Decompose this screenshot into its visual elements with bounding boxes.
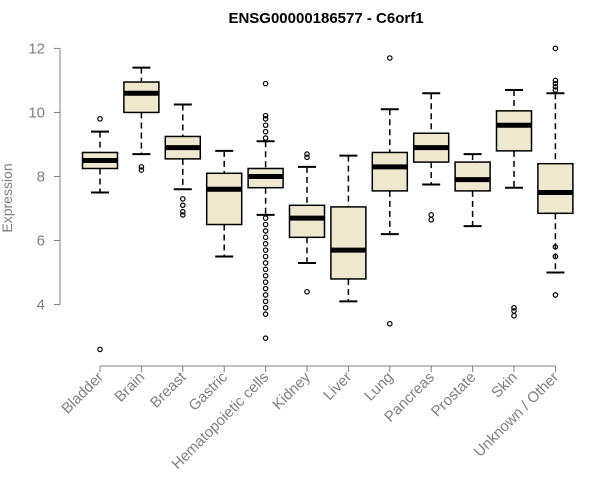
boxes <box>81 45 574 353</box>
outlier-point <box>511 304 517 311</box>
box-brain <box>123 66 160 173</box>
outlier-point <box>552 292 559 298</box>
iqr-box <box>330 206 367 280</box>
outlier-point <box>552 244 559 250</box>
outlier-point <box>304 288 310 295</box>
outlier-point <box>97 116 103 122</box>
outlier-point <box>304 151 310 157</box>
chart-title: ENSG00000186577 - C6orf1 <box>228 10 423 27</box>
iqr-box <box>205 172 243 226</box>
outlier-point <box>262 234 269 241</box>
outlier-point <box>262 135 269 141</box>
x-tick-label: Prostate <box>428 369 480 421</box>
outlier-point <box>262 228 269 234</box>
x-tick-label: Breast <box>147 368 190 411</box>
x-tick-label: Kidney <box>269 368 314 413</box>
outlier-point <box>552 253 559 260</box>
outlier-point <box>262 80 269 87</box>
y-tick-label: 8 <box>37 168 45 185</box>
iqr-box <box>288 204 326 239</box>
x-tick-label: Liver <box>320 369 355 404</box>
outlier-point <box>262 298 269 305</box>
y-axis-label: Expression <box>0 163 15 232</box>
outlier-point <box>262 215 269 221</box>
box-gastric <box>205 149 243 258</box>
outlier-point <box>138 164 145 170</box>
outlier-point <box>262 221 269 228</box>
outlier-point <box>552 45 559 52</box>
y-tick-label: 12 <box>28 40 45 57</box>
outlier-point <box>262 279 269 285</box>
x-tick-label: Bladder <box>58 369 107 418</box>
outlier-point <box>262 247 269 253</box>
outlier-point <box>138 167 145 173</box>
x-tick-label: Lung <box>361 369 397 405</box>
x-tick-label: Skin <box>488 369 521 402</box>
iqr-box <box>123 81 160 114</box>
outlier-point <box>262 335 269 341</box>
outlier-point <box>180 208 186 215</box>
iqr-box <box>495 110 533 152</box>
box-pancreas <box>412 92 450 223</box>
outlier-point <box>262 266 269 273</box>
box-unknown-other <box>537 45 574 298</box>
box-bladder <box>81 116 119 353</box>
outlier-point <box>552 80 559 87</box>
outlier-point <box>304 154 310 161</box>
box-skin <box>495 89 533 319</box>
outlier-point <box>386 55 393 61</box>
outlier-point <box>386 320 393 327</box>
outlier-point <box>262 240 269 247</box>
outlier-point <box>262 112 269 119</box>
outlier-point <box>97 346 103 353</box>
outlier-point <box>262 253 269 260</box>
box-lung <box>371 55 409 327</box>
outlier-point <box>180 212 186 218</box>
outlier-point <box>262 122 269 129</box>
y-tick-label: 6 <box>37 233 45 250</box>
y-tick-label: 4 <box>37 297 45 314</box>
outlier-point <box>180 202 186 209</box>
outlier-point <box>262 304 269 311</box>
iqr-box <box>537 162 574 215</box>
outlier-point <box>552 77 559 84</box>
outlier-point <box>262 311 269 317</box>
outlier-point <box>428 212 435 218</box>
y-tick-label: 10 <box>28 104 45 121</box>
outlier-point <box>262 285 269 292</box>
box-prostate <box>454 153 491 228</box>
box-breast <box>164 103 202 218</box>
outlier-point <box>552 87 559 93</box>
outlier-point <box>262 128 269 135</box>
outlier-point <box>262 116 269 122</box>
outlier-point <box>262 272 269 279</box>
x-tick-label: Brain <box>111 369 148 406</box>
outlier-point <box>262 260 269 266</box>
outlier-point <box>428 216 435 223</box>
box-hematopoietic-cells <box>247 80 284 341</box>
iqr-box <box>454 161 491 192</box>
box-kidney <box>288 151 326 295</box>
outlier-point <box>262 292 269 298</box>
outlier-point <box>552 84 559 90</box>
iqr-box <box>371 151 409 192</box>
box-liver <box>330 154 367 303</box>
outlier-point <box>180 196 186 202</box>
outlier-point <box>511 312 517 319</box>
